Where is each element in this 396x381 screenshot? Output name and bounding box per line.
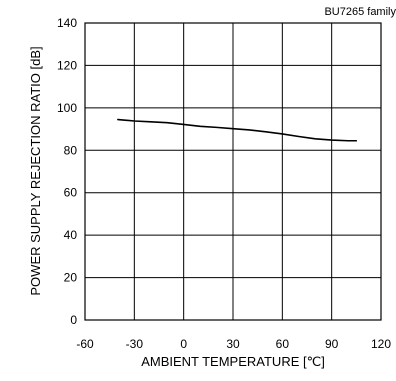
x-tick-label: 120 — [371, 337, 391, 351]
x-tick-label: 90 — [325, 337, 339, 351]
y-tick-label: 60 — [64, 186, 78, 200]
y-tick-label: 120 — [57, 58, 77, 72]
chart-annotation: BU7265 family — [324, 6, 396, 18]
y-tick-label: 20 — [64, 271, 78, 285]
x-tick-label: 30 — [226, 337, 240, 351]
x-tick-label: -60 — [76, 337, 94, 351]
series-layer — [117, 118, 358, 142]
x-tick-label: 60 — [276, 337, 290, 351]
y-tick-label: 40 — [64, 228, 78, 242]
x-axis-label: AMBIENT TEMPERATURE [℃] — [141, 354, 325, 369]
plot-frame — [84, 22, 382, 321]
grid-layer — [85, 23, 381, 320]
y-tick-label: 80 — [64, 143, 78, 157]
x-tick-label: 0 — [180, 337, 187, 351]
y-tick-label: 0 — [70, 313, 77, 327]
x-tick-label: -30 — [126, 337, 144, 351]
axis-layer: -60 -30 0 30 60 90 120 0 20 40 60 80 100 120 140 — [57, 16, 391, 351]
y-tick-label: 140 — [57, 16, 77, 30]
series-line — [117, 118, 358, 142]
y-tick-label: 100 — [57, 101, 77, 115]
y-axis-label: POWER SUPPLY REJECTION RATIO [dB] — [28, 46, 43, 295]
